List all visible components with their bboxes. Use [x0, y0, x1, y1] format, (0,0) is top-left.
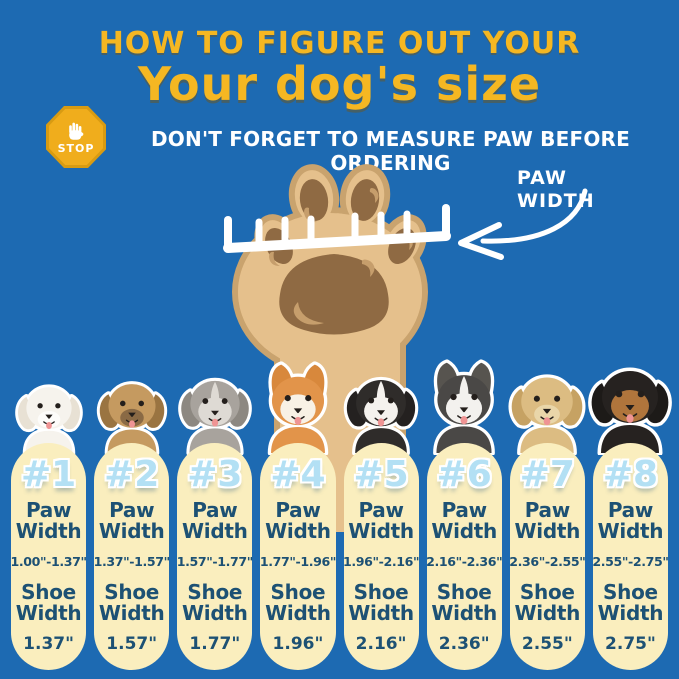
size-number: #3	[187, 454, 243, 495]
paw-width-label: Paw Width	[265, 498, 331, 543]
page-title-line2: Your dog's size	[137, 57, 542, 111]
size-column-7: #7 Paw Width 2.36"-2.55" Shoe Width 2.55"	[508, 363, 586, 670]
size-columns: #1 Paw Width 1.00"-1.37" Shoe Width 1.37"	[8, 359, 673, 670]
size-column-3: #3 Paw Width 1.57"-1.77" Shoe Width 1.77"	[176, 363, 254, 670]
shoe-width-label: Shoe Width	[182, 580, 248, 625]
stop-sign-inner: STOP	[49, 109, 103, 165]
curved-arrow-icon	[458, 188, 588, 260]
shoe-width-label: Shoe Width	[15, 580, 82, 625]
shoe-width-value: 2.75"	[605, 634, 656, 654]
paw-width-callout: PAW WIDTH	[517, 167, 595, 212]
size-pill-6: #6 Paw Width 2.16"-2.36" Shoe Width 2.36"	[426, 443, 503, 670]
dog-photo-terrier-mix	[171, 363, 259, 455]
dog-photo-shiba-inu	[251, 358, 344, 455]
paw-range-value: 1.00"-1.37"	[10, 554, 88, 569]
stop-label: STOP	[57, 141, 95, 155]
shoe-width-label: Shoe Width	[514, 580, 581, 625]
shoe-width-label: Shoe Width	[348, 580, 414, 625]
paw-range-value: 1.57"-1.77"	[176, 554, 254, 569]
shoe-width-value: 2.36"	[438, 634, 490, 654]
size-number: #7	[519, 454, 575, 495]
paw-width-label: Paw Width	[514, 498, 581, 543]
page-title-line1: HOW TO FIGURE OUT YOUR	[98, 26, 581, 61]
shoe-width-label: Shoe Width	[431, 580, 497, 625]
paw-range-value: 1.77"-1.96"	[259, 554, 337, 569]
dog-photo-bichon-frise	[8, 371, 89, 455]
shoe-width-value: 1.57"	[106, 634, 158, 654]
stop-sign-icon: STOP	[46, 106, 106, 168]
size-number: #8	[602, 454, 659, 495]
size-pill-1: #1 Paw Width 1.00"-1.37" Shoe Width 1.37"	[10, 443, 88, 670]
paw-range-value: 1.96"-2.16"	[343, 554, 420, 569]
hand-icon	[69, 122, 84, 140]
shoe-width-value: 1.37"	[23, 634, 74, 654]
shoe-width-value: 2.55"	[521, 634, 573, 654]
shoe-width-label: Shoe Width	[98, 580, 165, 625]
size-pill-7: #7 Paw Width 2.36"-2.55" Shoe Width 2.55"	[509, 443, 586, 670]
ruler-icon	[223, 204, 451, 253]
paw-width-label: Paw Width	[182, 498, 248, 543]
dog-photo-rottweiler	[580, 351, 679, 455]
shoe-width-value: 1.77"	[189, 634, 241, 654]
size-pill-4: #4 Paw Width 1.77"-1.96" Shoe Width 1.96"	[259, 443, 337, 670]
shoe-width-label: Shoe Width	[597, 580, 664, 625]
size-number: #5	[353, 454, 409, 495]
size-column-1: #1 Paw Width 1.00"-1.37" Shoe Width 1.37"	[8, 363, 89, 670]
size-pill-8: #8 Paw Width 2.55"-2.75" Shoe Width 2.75"	[592, 443, 669, 670]
size-number: #1	[20, 454, 77, 495]
size-number: #4	[270, 454, 326, 495]
size-column-4: #4 Paw Width 1.77"-1.96" Shoe Width 1.96"	[259, 361, 337, 670]
size-column-6: #6 Paw Width 2.16"-2.36" Shoe Width 2.36"	[426, 359, 503, 670]
size-pill-5: #5 Paw Width 1.96"-2.16" Shoe Width 2.16"	[343, 443, 420, 670]
size-pill-2: #2 Paw Width 1.37"-1.57" Shoe Width 1.57"	[93, 443, 171, 670]
warning-text: DON'T FORGET TO MEASURE PAW BEFORE ORDER…	[151, 127, 630, 175]
size-column-2: #2 Paw Width 1.37"-1.57" Shoe Width 1.57"	[93, 363, 171, 670]
paw-range-value: 2.55"-2.75"	[592, 554, 669, 569]
paw-width-label: Paw Width	[597, 498, 664, 543]
size-pill-3: #3 Paw Width 1.57"-1.77" Shoe Width 1.77"	[176, 443, 254, 670]
dog-photo-border-collie	[337, 362, 426, 455]
dog-photo-yorkshire-terrier	[90, 367, 174, 455]
size-number: #6	[436, 454, 492, 495]
dog-photo-husky	[417, 356, 512, 455]
size-column-8: #8 Paw Width 2.55"-2.75" Shoe Width 2.75"	[588, 363, 673, 670]
shoe-width-value: 1.96"	[272, 634, 324, 654]
paw-width-label: Paw Width	[348, 498, 414, 543]
paw-width-label: Paw Width	[98, 498, 165, 543]
size-column-5: #5 Paw Width 1.96"-2.16" Shoe Width 2.16"	[343, 363, 420, 670]
paw-range-value: 2.36"-2.55"	[509, 554, 586, 569]
paw-range-value: 1.37"-1.57"	[93, 554, 171, 569]
paw-width-label: Paw Width	[431, 498, 497, 543]
shoe-width-label: Shoe Width	[265, 580, 331, 625]
paw-width-label: Paw Width	[15, 498, 82, 543]
size-number: #2	[104, 454, 160, 495]
paw-range-value: 2.16"-2.36"	[426, 554, 503, 569]
shoe-width-value: 2.16"	[355, 634, 407, 654]
